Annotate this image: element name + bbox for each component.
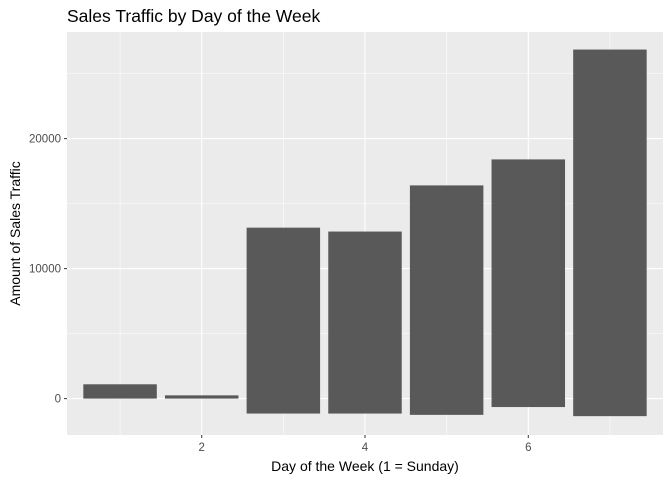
bar-day-6: [491, 159, 566, 408]
y-axis-title: Amount of Sales Traffic: [7, 161, 23, 305]
y-tick-label: 0: [55, 394, 61, 406]
bars: [83, 49, 647, 417]
x-tick-label: 6: [525, 442, 531, 454]
bar-day-1: [83, 384, 157, 399]
bar-day-7: [573, 49, 647, 417]
x-axis-title: Day of the Week (1 = Sunday): [271, 458, 459, 474]
y-tick-label: 20000: [29, 134, 61, 146]
y-tick-label: 10000: [29, 264, 61, 276]
bar-day-4: [328, 231, 402, 414]
bar-day-2: [164, 395, 239, 399]
bar-day-3: [246, 227, 321, 414]
axes: 0 10000 20000 2 4 6: [29, 134, 531, 454]
x-tick-label: 4: [362, 442, 369, 454]
x-tick-label: 2: [199, 442, 205, 454]
bar-day-5: [409, 185, 484, 415]
chart-title: Sales Traffic by Day of the Week: [67, 6, 320, 26]
